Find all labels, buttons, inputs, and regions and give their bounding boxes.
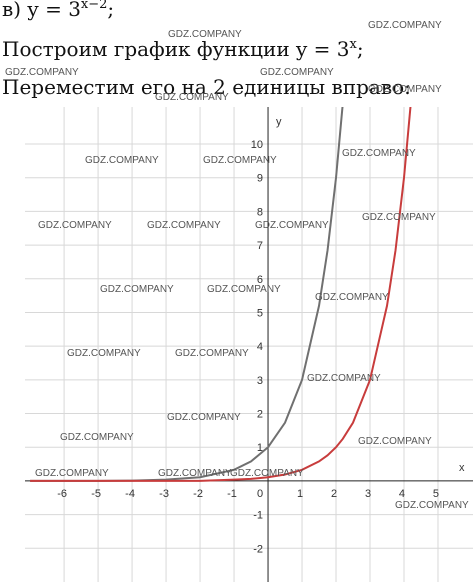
watermark: GDZ.COMPANY [342, 148, 416, 159]
watermark: GDZ.COMPANY [168, 29, 242, 40]
watermark: GDZ.COMPANY [175, 348, 249, 359]
x-tick-label: -6 [57, 488, 67, 500]
watermark: GDZ.COMPANY [207, 284, 281, 295]
x-tick-label: 1 [297, 488, 303, 500]
x-tick-label: 5 [433, 488, 439, 500]
watermark: GDZ.COMPANY [67, 348, 141, 359]
y-tick-label: 7 [257, 240, 263, 252]
y-tick-label: 2 [257, 409, 263, 421]
y-tick-label: 4 [257, 341, 263, 353]
watermark: GDZ.COMPANY [307, 373, 381, 384]
plot: -6 -5 -4 -3 -2 -1 1 2 3 4 5 -2 -1 1 2 3 4 5 6 7 8 9 10 x y 0 [25, 107, 473, 582]
watermark: GDZ.COMPANY [158, 468, 232, 479]
y-tick-label: -2 [253, 543, 263, 555]
watermark: GDZ.COMPANY [395, 500, 469, 511]
watermark: GDZ.COMPANY [5, 67, 79, 78]
x-tick-label: 2 [331, 488, 337, 500]
line-2: Построим график функции y = 3x; [2, 37, 364, 61]
x-tick-label: 3 [365, 488, 371, 500]
series-line [30, 107, 412, 482]
y-tick-label: 8 [257, 206, 263, 218]
y-tick-label: 6 [257, 274, 263, 286]
sup: x−2 [81, 0, 108, 12]
origin-label: 0 [257, 488, 263, 500]
watermark: GDZ.COMPANY [255, 220, 329, 231]
watermark: GDZ.COMPANY [100, 284, 174, 295]
y-axis-label: y [276, 116, 282, 128]
x-tick-label: -1 [227, 488, 237, 500]
watermark: GDZ.COMPANY [362, 212, 436, 223]
watermark: GDZ.COMPANY [315, 292, 389, 303]
watermark: GDZ.COMPANY [358, 436, 432, 447]
x-tick-label: -4 [125, 488, 135, 500]
y-tick-label: 5 [257, 307, 263, 319]
watermark: GDZ.COMPANY [230, 468, 304, 479]
text: в) y = 3 [2, 0, 81, 21]
watermark: GDZ.COMPANY [35, 468, 109, 479]
watermark: GDZ.COMPANY [147, 220, 221, 231]
text: Построим график функции y = 3 [2, 37, 350, 61]
watermark: GDZ.COMPANY [203, 155, 277, 166]
watermark: GDZ.COMPANY [38, 220, 112, 231]
y-tick-label: 1 [257, 442, 263, 454]
text: ; [107, 0, 114, 21]
y-tick-label: -1 [253, 510, 263, 522]
watermark: GDZ.COMPANY [368, 20, 442, 31]
watermark: GDZ.COMPANY [155, 92, 229, 103]
x-axis-label: x [459, 462, 465, 474]
watermark: GDZ.COMPANY [167, 412, 241, 423]
y-tick-label: 10 [251, 139, 263, 151]
text: ; [357, 37, 364, 61]
line-3: Переместим его на 2 единицы вправо: [2, 75, 411, 99]
watermark: GDZ.COMPANY [60, 432, 134, 443]
y-tick-label: 3 [257, 375, 263, 387]
watermark: GDZ.COMPANY [85, 155, 159, 166]
x-tick-label: 4 [399, 488, 405, 500]
sup: x [350, 37, 358, 52]
x-tick-label: -2 [193, 488, 203, 500]
line-1: в) y = 3x−2; [2, 0, 114, 21]
watermark: GDZ.COMPANY [260, 67, 334, 78]
y-tick-label: 9 [257, 173, 263, 185]
x-tick-label: -5 [91, 488, 101, 500]
watermark: GDZ.COMPANY [368, 84, 442, 95]
series-line [30, 107, 344, 482]
x-tick-label: -3 [159, 488, 169, 500]
